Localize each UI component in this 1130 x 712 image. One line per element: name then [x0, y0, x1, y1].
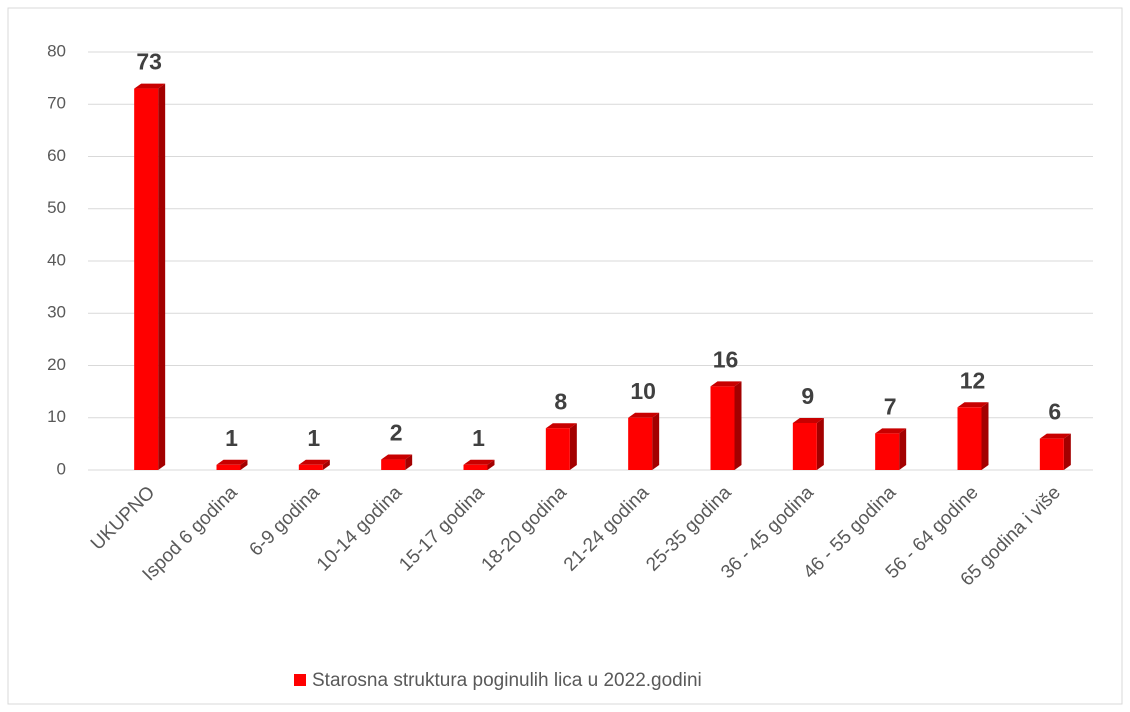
data-label: 16	[713, 346, 739, 372]
bar	[792, 422, 817, 470]
bar	[134, 88, 159, 470]
y-tick-label: 70	[47, 94, 66, 113]
chart-border	[7, 7, 1123, 705]
bar-top	[628, 412, 660, 418]
bar-side	[569, 423, 577, 470]
bar	[381, 459, 406, 470]
bar-top	[875, 428, 907, 434]
bar-side	[487, 459, 495, 470]
bar	[957, 407, 982, 470]
legend-swatch	[294, 674, 306, 686]
data-label: 8	[554, 388, 567, 414]
bar	[545, 428, 570, 470]
y-tick-label: 40	[47, 250, 66, 269]
data-label: 1	[225, 425, 238, 451]
y-tick-label: 80	[47, 41, 66, 60]
bar-side	[1063, 433, 1071, 470]
y-tick-label: 10	[47, 407, 66, 426]
bar	[710, 386, 735, 470]
bar-side	[652, 412, 660, 470]
bar	[628, 417, 653, 470]
data-label: 10	[630, 378, 656, 404]
bar-side	[816, 417, 824, 470]
bar	[875, 433, 900, 470]
bar-side	[734, 381, 742, 470]
bar-side	[981, 402, 989, 470]
bar-top	[298, 459, 330, 465]
y-tick-label: 60	[47, 146, 66, 165]
data-label: 7	[884, 394, 897, 420]
bar-top	[381, 454, 413, 460]
bar	[216, 464, 241, 470]
data-label: 12	[960, 367, 986, 393]
data-label: 2	[390, 420, 403, 446]
bar-top	[710, 381, 742, 387]
y-tick-label: 50	[47, 198, 66, 217]
data-label: 6	[1048, 399, 1061, 425]
bar-top	[216, 459, 248, 465]
y-tick-label: 20	[47, 355, 66, 374]
data-label: 9	[801, 383, 814, 409]
legend-label: Starosna struktura poginulih lica u 2022…	[312, 670, 702, 691]
bar-top	[957, 402, 989, 408]
bar	[1039, 438, 1064, 470]
bar	[463, 464, 488, 470]
bar-top	[1039, 433, 1071, 439]
data-label: 1	[307, 425, 320, 451]
bar-side	[405, 454, 413, 470]
bar-side	[899, 428, 907, 470]
data-label: 73	[136, 49, 162, 75]
bar-top	[134, 83, 166, 89]
bar-top	[463, 459, 495, 465]
data-label: 1	[472, 425, 485, 451]
y-tick-label: 30	[47, 303, 66, 322]
bar-side	[240, 459, 248, 470]
bar-side	[322, 459, 330, 470]
y-tick-label: 0	[57, 459, 66, 478]
bar-top	[545, 423, 577, 429]
bar-side	[158, 83, 166, 470]
bar	[298, 464, 323, 470]
bar-top	[792, 417, 824, 423]
